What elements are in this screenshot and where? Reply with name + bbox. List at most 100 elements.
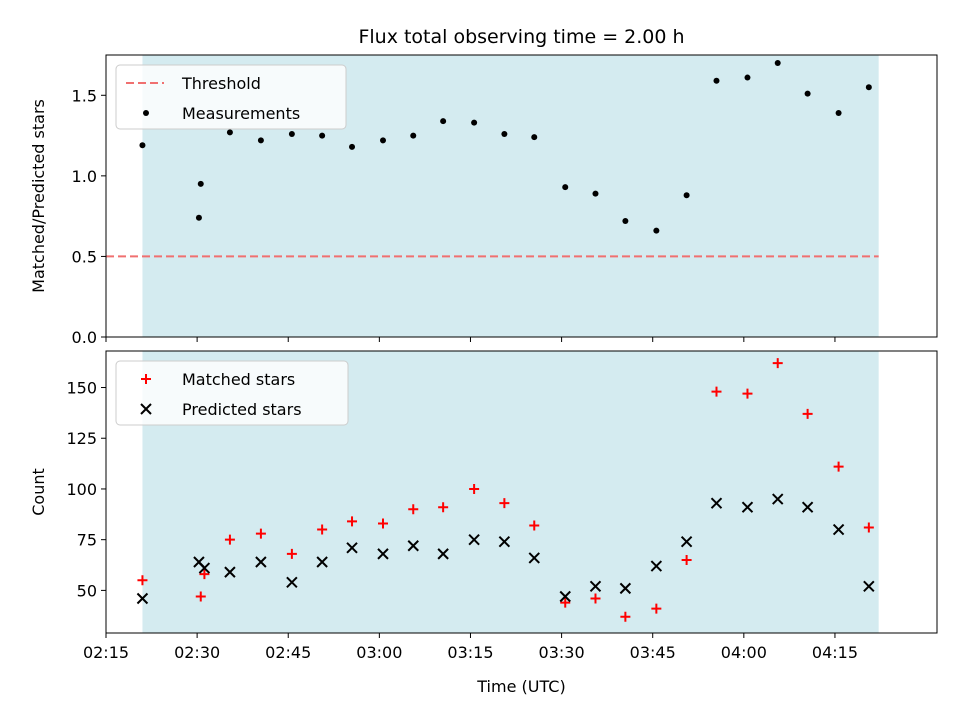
data-point-1-1-6: [316, 556, 328, 568]
data-point-0-0-4: [257, 137, 264, 144]
data-point-1-0-9: [408, 504, 419, 515]
data-point-1-0-22: [802, 408, 813, 419]
data-point-0-0-3: [226, 129, 233, 136]
x-tick-label: 03:00: [356, 643, 402, 662]
data-point-1-1-17: [650, 560, 663, 572]
data-point-1-1-0: [136, 592, 149, 605]
data-point-1-1-15: [589, 580, 602, 593]
data-point-0-0-23: [835, 110, 842, 117]
chart-title: Flux total observing time = 2.00 h: [358, 26, 684, 48]
data-point-0-0-11: [471, 119, 478, 126]
x-tick-label: 03:15: [447, 643, 493, 662]
data-point-0-0-1: [195, 214, 202, 221]
legend-swatch: [143, 110, 149, 116]
data-point-0-0-21: [774, 60, 781, 67]
data-point-1-1-14: [559, 590, 571, 603]
data-point-1-0-18: [681, 554, 692, 565]
data-point-0-0-17: [653, 227, 660, 234]
data-point-1-1-4: [255, 556, 267, 568]
data-point-1-1-16: [619, 582, 632, 595]
data-point-1-1-22: [801, 501, 814, 513]
data-point-1-0-12: [499, 498, 510, 509]
data-point-1-1-5: [286, 576, 298, 588]
y-tick-label: 150: [66, 379, 97, 398]
data-point-1-1-23: [832, 523, 845, 536]
data-point-0-0-12: [501, 130, 508, 137]
legend-label: Threshold: [181, 74, 261, 93]
data-point-0-0-22: [804, 90, 811, 97]
data-point-0-0-8: [380, 137, 386, 144]
data-point-1-0-20: [742, 388, 753, 399]
data-point-1-0-8: [378, 518, 388, 529]
data-point-1-0-10: [438, 502, 449, 513]
data-point-0-0-5: [288, 130, 295, 137]
data-point-1-0-23: [833, 461, 844, 472]
data-point-1-1-2: [198, 562, 211, 574]
data-point-1-1-3: [224, 566, 236, 578]
legend-label: Matched stars: [182, 370, 295, 389]
data-point-1-1-18: [680, 535, 693, 548]
data-point-1-0-17: [651, 603, 662, 614]
x-tick-label: 03:45: [630, 643, 676, 662]
data-point-1-0-0: [137, 575, 148, 586]
legend-box: [115, 64, 347, 130]
y-axis-label: Matched/Predicted stars: [29, 99, 48, 293]
x-tick-label: 02:30: [174, 643, 220, 662]
x-tick-label: 04:15: [812, 643, 858, 662]
data-point-1-1-7: [346, 542, 358, 554]
data-point-0-0-20: [744, 74, 751, 81]
data-point-1-0-15: [590, 593, 601, 604]
data-point-1-0-11: [469, 483, 480, 494]
data-point-0-0-13: [531, 134, 538, 141]
data-point-0-0-0: [139, 142, 146, 149]
data-point-0-0-14: [562, 184, 569, 191]
data-point-0-0-6: [319, 132, 326, 139]
data-point-1-0-3: [224, 534, 235, 545]
data-point-0-0-19: [713, 77, 720, 84]
data-point-0-0-15: [592, 190, 599, 197]
data-point-1-0-13: [529, 520, 540, 531]
data-point-1-0-21: [772, 358, 783, 369]
data-point-1-1-8: [377, 548, 389, 560]
data-point-1-1-11: [468, 533, 480, 546]
x-axis-label: Time (UTC): [476, 677, 565, 696]
legend-box: [115, 360, 349, 426]
data-point-1-1-20: [741, 501, 754, 513]
plot-frame: [105, 350, 938, 634]
legend-label: Measurements: [182, 104, 300, 123]
data-point-1-1-19: [710, 497, 723, 509]
y-axis-label: Count: [29, 468, 48, 516]
data-point-1-1-12: [498, 535, 511, 548]
y-tick-label: 0.5: [72, 247, 97, 266]
count-panel: 50 75 100 125 150 02:15 02:30 02:45 03:00 03:15 03…: [29, 350, 938, 696]
data-point-1-1-13: [528, 552, 540, 564]
data-point-1-1-21: [772, 493, 784, 505]
x-tick-label: 03:30: [539, 643, 585, 662]
data-point-1-0-2: [199, 569, 210, 580]
data-point-1-0-16: [620, 611, 631, 622]
x-tick-label: 02:45: [265, 643, 311, 662]
data-point-1-0-5: [286, 548, 297, 559]
ratio-panel: 0.0 0.5 1.0 1.5 Matched/Predicted stars Flux …: [29, 26, 938, 347]
data-point-1-0-24: [863, 522, 874, 533]
y-tick-label: 75: [77, 531, 97, 550]
data-point-1-0-14: [560, 597, 571, 608]
data-point-1-0-1: [195, 591, 206, 602]
plot-frame: [105, 54, 938, 338]
data-point-0-0-7: [349, 143, 356, 150]
legend-swatch: [140, 403, 152, 415]
x-tick-label: 02:15: [83, 643, 129, 662]
legend-swatch: [141, 374, 151, 384]
data-point-1-0-6: [317, 524, 328, 535]
x-tick-label: 04:00: [721, 643, 767, 662]
data-point-1-0-4: [255, 528, 266, 539]
y-tick-label: 100: [66, 480, 97, 499]
data-point-0-0-10: [440, 118, 447, 125]
y-tick-label: 1.0: [72, 167, 97, 186]
data-point-0-0-18: [683, 192, 690, 199]
y-tick-label: 125: [66, 429, 97, 448]
data-point-0-0-9: [410, 132, 417, 139]
data-point-1-1-24: [863, 580, 875, 593]
y-tick-label: 0.0: [72, 328, 97, 347]
